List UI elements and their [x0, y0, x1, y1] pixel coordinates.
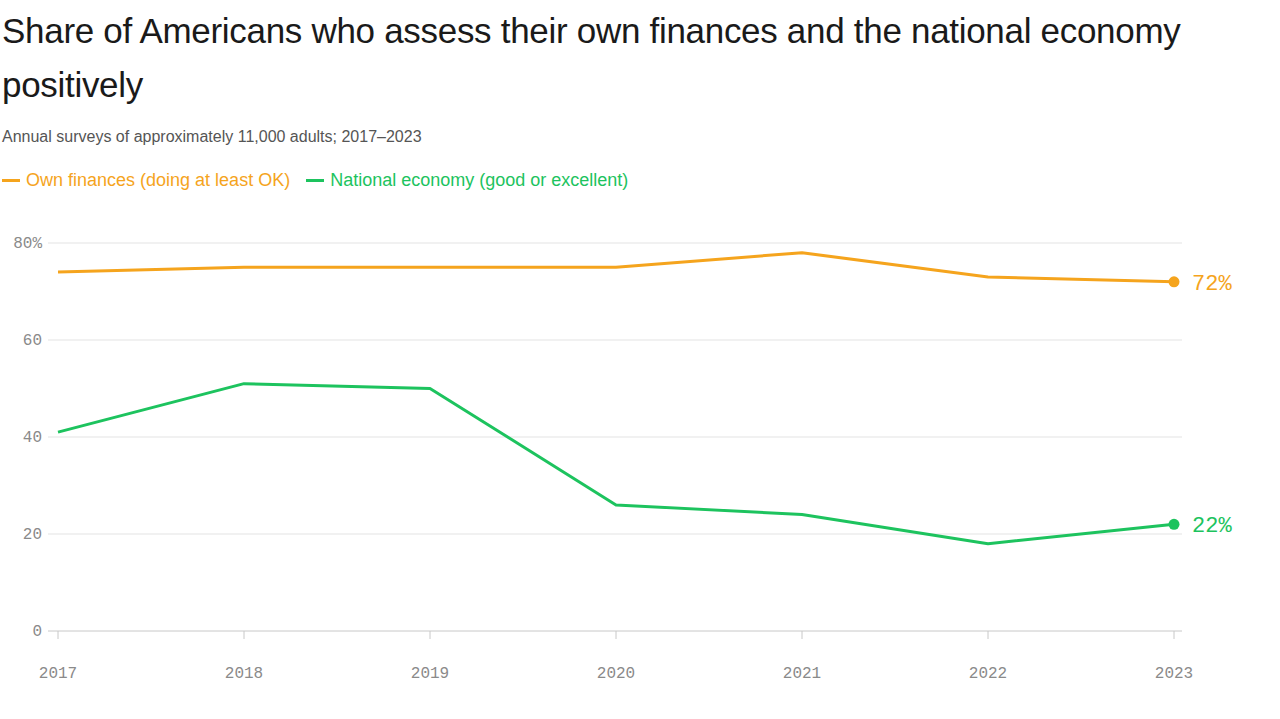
legend-label: Own finances (doing at least OK): [26, 170, 290, 191]
x-tick: [616, 631, 617, 639]
data-labels: 72% 22%: [1192, 272, 1232, 540]
x-tick-label: 2022: [969, 665, 1007, 683]
title: Share of Americans who assess their own …: [2, 4, 1252, 112]
y-tick-label: 60: [23, 332, 42, 350]
legend-swatch: [2, 179, 20, 182]
grid-line: [48, 631, 1182, 632]
legend-swatch: [306, 179, 324, 182]
x-tick-label: 2018: [225, 665, 263, 683]
legend-label: National economy (good or excellent): [330, 170, 628, 191]
x-tick: [988, 631, 989, 639]
data-label: 72%: [1192, 272, 1232, 297]
x-tick: [244, 631, 245, 639]
grid-line: [48, 243, 1182, 244]
grid-line: [48, 437, 1182, 438]
x-tick: [1174, 631, 1175, 639]
subtitle: Annual surveys of approximately 11,000 a…: [2, 128, 422, 146]
y-tick-label: 80%: [13, 235, 42, 253]
grid-line: [48, 340, 1182, 341]
x-tick-label: 2023: [1155, 665, 1193, 683]
x-axis: 2017 2018 2019 2020 2021 2022 2023: [39, 631, 1193, 683]
end-point: [1169, 519, 1180, 530]
lines: [58, 253, 1180, 544]
series-line: [58, 253, 1174, 282]
x-tick-label: 2017: [39, 665, 77, 683]
legend: Own finances (doing at least OK) National…: [2, 170, 628, 191]
legend-item: Own finances (doing at least OK): [2, 170, 290, 191]
grid-line: [48, 534, 1182, 535]
x-tick: [430, 631, 431, 639]
x-tick: [58, 631, 59, 639]
series-line: [58, 384, 1174, 544]
legend-item: National economy (good or excellent): [306, 170, 628, 191]
y-tick-label: 40: [23, 429, 42, 447]
y-tick-label: 0: [32, 623, 42, 641]
x-tick-label: 2021: [783, 665, 821, 683]
chart: 0 20 40 60 80% 2017 2018 2019 2020 2021 2022 2023 72…: [0, 0, 1280, 719]
x-tick: [802, 631, 803, 639]
x-tick-label: 2020: [597, 665, 635, 683]
end-point: [1169, 276, 1180, 287]
y-axis: 0 20 40 60 80%: [13, 235, 1182, 641]
data-label: 22%: [1192, 514, 1232, 539]
y-tick-label: 20: [23, 526, 42, 544]
x-tick-label: 2019: [411, 665, 449, 683]
